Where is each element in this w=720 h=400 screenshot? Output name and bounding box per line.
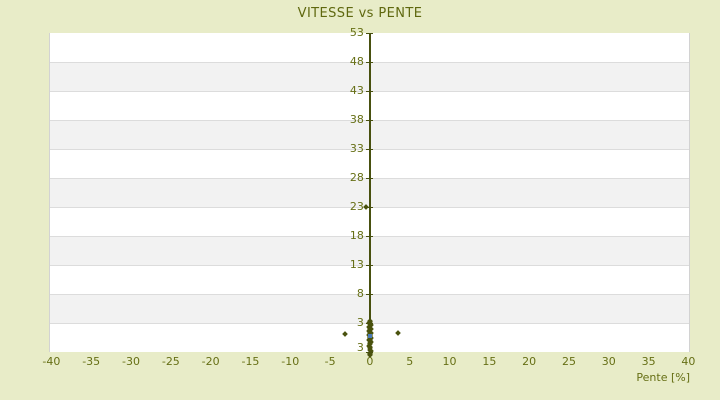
chart-title: VITESSE vs PENTE <box>297 6 423 21</box>
y-tick-label: 18 <box>349 229 364 242</box>
x-tick-label: 20 <box>522 355 537 368</box>
y-tick-mark <box>365 91 373 92</box>
y-tick-mark <box>365 265 373 266</box>
y-tick-mark <box>365 236 373 237</box>
y-tick-label: 43 <box>349 84 364 97</box>
x-tick-label: -40 <box>42 355 61 368</box>
y-tick-label: 8 <box>356 287 364 300</box>
y-tick-label: 38 <box>349 113 364 126</box>
x-axis-label: Pente [%] <box>636 371 690 384</box>
highlighted-point-marker <box>367 333 372 338</box>
y-tick-mark <box>365 120 373 121</box>
x-tick-label: -10 <box>281 355 300 368</box>
y-tick-label: 48 <box>349 55 364 68</box>
y-tick-label: 53 <box>349 26 364 39</box>
x-tick-label: 15 <box>482 355 497 368</box>
x-tick-label: -5 <box>324 355 336 368</box>
y-tick-label: 33 <box>349 142 364 155</box>
x-tick-label: 30 <box>601 355 616 368</box>
y-tick-mark <box>365 33 373 34</box>
plot-area <box>49 33 690 359</box>
x-tick-label: -20 <box>201 355 220 368</box>
y-tick-label: 28 <box>349 171 364 184</box>
x-tick-label: 40 <box>681 355 696 368</box>
y-tick-label: 13 <box>349 258 364 271</box>
y-tick-label: 3 <box>356 341 364 354</box>
y-tick-mark <box>365 294 373 295</box>
y-tick-label: 3 <box>356 316 364 329</box>
x-tick-label: -35 <box>82 355 101 368</box>
x-tick-label: 10 <box>442 355 457 368</box>
y-tick-mark <box>365 178 373 179</box>
x-tick-label: 35 <box>641 355 656 368</box>
y-tick-mark <box>365 149 373 150</box>
y-tick-mark <box>365 62 373 63</box>
y-tick-mark <box>365 352 373 353</box>
x-tick-label: -30 <box>122 355 140 368</box>
y-axis-line <box>368 34 371 353</box>
y-tick-label: 23 <box>349 200 364 213</box>
x-tick-label: -15 <box>241 355 260 368</box>
x-tick-label: 5 <box>406 355 414 368</box>
y-tick-mark <box>365 323 373 324</box>
x-tick-label: 25 <box>561 355 576 368</box>
y-tick-mark <box>365 207 373 208</box>
x-tick-label: 0 <box>366 355 374 368</box>
x-tick-label: -25 <box>161 355 180 368</box>
